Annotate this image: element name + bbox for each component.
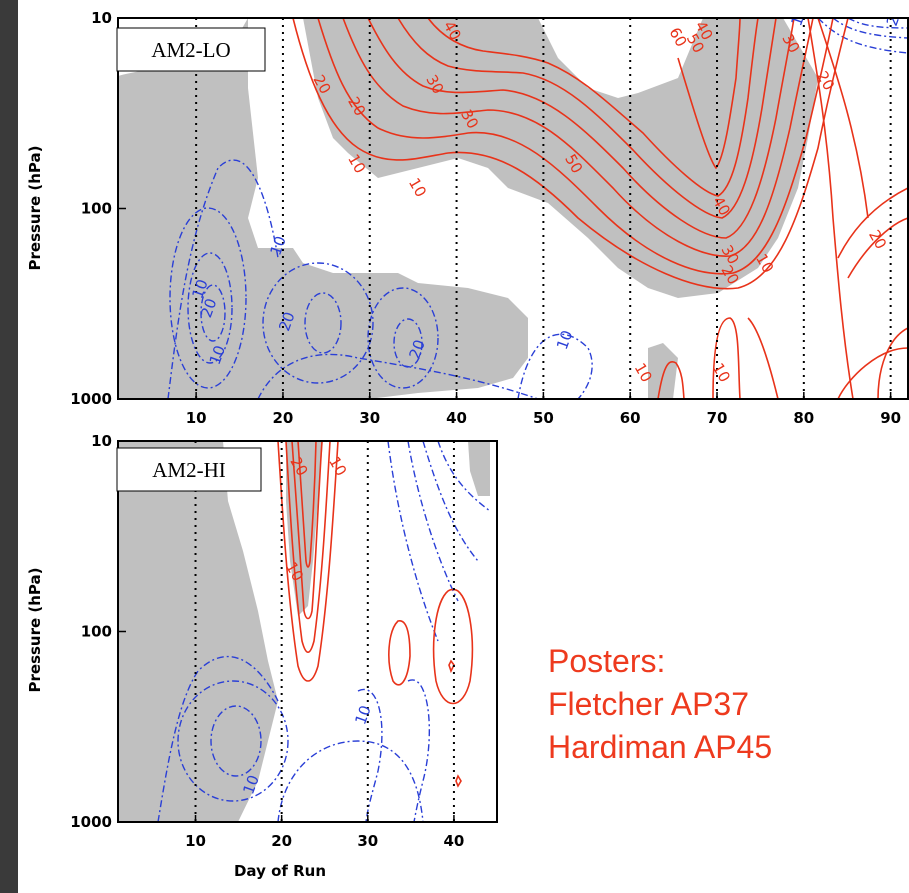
x-tick-label-60: 60 <box>620 409 641 427</box>
contour-label-negative-4: 20 <box>275 309 298 333</box>
dotted-day-lines-hi <box>194 441 455 822</box>
panel-title-hi: AM2-HI <box>152 458 226 482</box>
y-ticks-hi: 10 100 1000 <box>70 432 126 831</box>
x-tick-label-80: 80 <box>793 409 814 427</box>
contour-label-negative-8: 10 <box>787 4 810 28</box>
plot-area-lo: 2010201020102010102020101040303050605040… <box>118 4 908 399</box>
y-axis-label-lo: Pressure (hPa) <box>26 146 44 271</box>
panel-am2-lo: 2010201020102010102020101040303050605040… <box>26 4 909 427</box>
x-tick-label-10: 10 <box>185 832 206 850</box>
positive-contours-lo <box>292 18 908 399</box>
x-tick-label-30: 30 <box>359 409 380 427</box>
contour-label-negative-3: 10 <box>351 703 374 727</box>
poster-line-heading: Posters: <box>548 643 666 679</box>
title-box-lo: AM2-LO <box>116 27 266 72</box>
contour-label-negative-1: 10 <box>188 277 211 301</box>
contour-label-negative-6: 20 <box>405 337 428 361</box>
y-axis-label-hi: Pressure (hPa) <box>26 568 44 693</box>
y-tick-label-10: 10 <box>91 432 112 450</box>
contour-label-negative-5: 10 <box>206 343 229 367</box>
poster-line-fletcher: Fletcher AP37 <box>548 686 749 722</box>
x-tick-label-20: 20 <box>273 409 294 427</box>
contour-label-negative-2: 20 <box>197 296 220 320</box>
negative-contours-lo <box>167 18 908 399</box>
x-tick-label-30: 30 <box>357 832 378 850</box>
x-tick-label-40: 40 <box>443 832 464 850</box>
y-tick-label-100: 100 <box>81 200 112 218</box>
x-ticks-lo: 10 20 30 40 50 60 70 80 90 <box>186 392 901 427</box>
positive-contours-hi <box>277 441 474 788</box>
x-tick-label-50: 50 <box>533 409 554 427</box>
contour-label-negative-7: 10 <box>553 328 576 352</box>
contour-label-negative-0: 20 <box>883 4 906 28</box>
x-ticks-hi: 10 20 30 40 <box>185 815 464 850</box>
x-tick-label-20: 20 <box>271 832 292 850</box>
y-tick-label-10: 10 <box>91 9 112 27</box>
y-ticks-lo: 10 100 1000 <box>70 9 126 408</box>
panel-title-lo: AM2-LO <box>151 38 230 62</box>
y-tick-label-1000: 1000 <box>70 390 112 408</box>
negative-contours-hi <box>157 441 491 822</box>
panel-am2-hi: 20 10 10 10 10 10 20 30 40 10 100 1000 AM2-HI Pre… <box>26 432 498 880</box>
contour-label-negative-3: 10 <box>267 234 290 258</box>
poster-annotation: Posters: Fletcher AP37 Hardiman AP45 <box>548 640 772 769</box>
x-tick-label-70: 70 <box>707 409 728 427</box>
dotted-day-lines-lo <box>195 18 892 399</box>
title-box-hi: AM2-HI <box>116 447 262 492</box>
contour-label-negative-4: 10 <box>239 773 262 797</box>
y-tick-label-1000: 1000 <box>70 813 112 831</box>
x-tick-label-10: 10 <box>186 409 207 427</box>
y-tick-label-100: 100 <box>81 623 112 641</box>
poster-line-hardiman: Hardiman AP45 <box>548 729 773 765</box>
x-tick-label-90: 90 <box>880 409 901 427</box>
x-tick-label-40: 40 <box>446 409 467 427</box>
shading-lo <box>118 18 818 399</box>
x-axis-label-hi: Day of Run <box>234 862 326 880</box>
